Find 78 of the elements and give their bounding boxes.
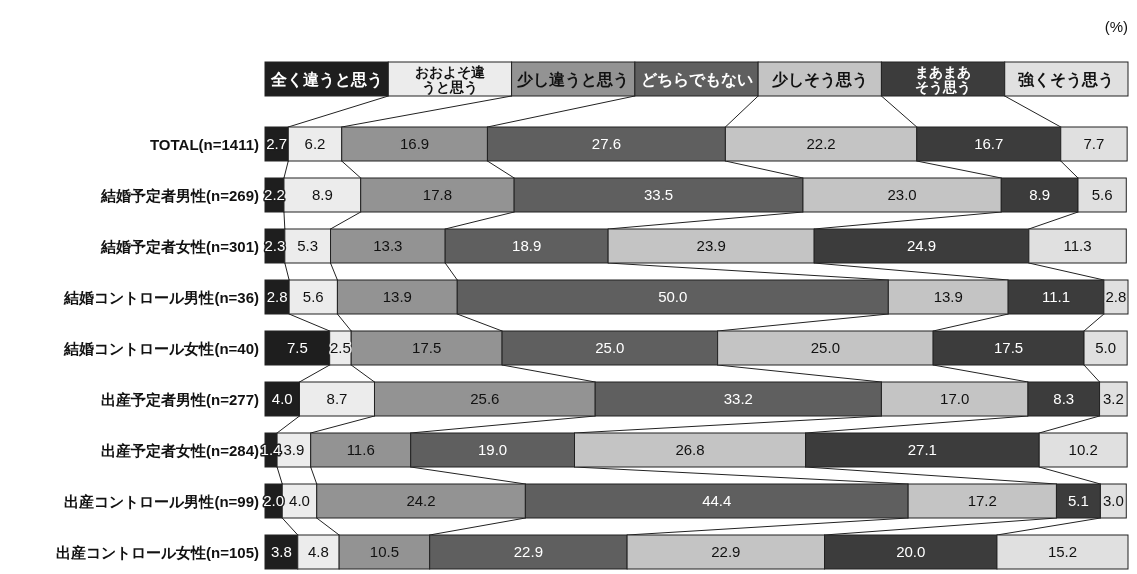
data-label: 44.4 [702,492,732,509]
data-label: 2.2 [264,186,285,203]
data-label: 16.9 [399,135,430,152]
data-label: 3.0 [1102,492,1124,509]
data-label: 17.5 [412,339,442,356]
data-label: 25.6 [470,390,500,407]
data-label: 3.8 [270,543,292,560]
data-label: 5.6 [1091,186,1113,203]
data-label: 3.2 [1102,390,1124,407]
text: 少しそう思う [771,71,868,89]
y-tick-label: 結婚予定者男性(n=269) [100,187,259,204]
y-tick-label: 結婚予定者女性(n=301) [100,238,259,255]
data-label: 17.8 [422,186,453,203]
data-label: 24.2 [406,492,436,509]
data-label: 8.9 [311,186,333,203]
data-label: 4.0 [289,492,310,509]
data-label: 33.2 [723,390,753,407]
data-label: 8.3 [1053,390,1075,407]
y-tick-label: 出産予定者女性(n=284) [101,442,259,459]
y-tick-label: 結婚コントロール男性(n=36) [63,289,259,306]
data-label: 25.0 [810,339,840,356]
data-label: 19.0 [478,441,508,458]
data-label: 2.7 [266,135,288,152]
data-label: 25.0 [595,339,625,356]
data-label: 22.9 [711,543,741,560]
data-label: 26.8 [675,441,705,458]
data-label: 3.9 [283,441,305,458]
data-label: 8.9 [1029,186,1051,203]
data-label: 2.8 [266,288,288,305]
data-label: 22.9 [513,543,543,560]
text: 全く違うと思う [269,71,383,89]
text: 少し違うと思う [517,71,630,89]
data-label: 27.1 [907,441,937,458]
data-label: 5.1 [1068,492,1089,509]
data-label: 5.0 [1095,339,1117,356]
text: どちらでもない [640,71,753,89]
y-tick-label: 結婚コントロール女性(n=40) [63,340,259,357]
data-label: 13.9 [382,288,412,305]
data-label: 50.0 [658,288,688,305]
data-label: 20.0 [896,543,926,560]
data-label: 17.2 [967,492,997,509]
text: (%) [1104,18,1128,35]
y-tick-label: TOTAL(n=1411) [149,136,259,153]
text: 強くそう思う [1018,71,1115,89]
data-label: 8.7 [326,390,348,407]
y-tick-label: 出産予定者男性(n=277) [101,391,259,408]
data-label: 33.5 [643,186,674,203]
data-label: 27.6 [591,135,622,152]
data-label: 16.7 [974,135,1004,152]
data-label: 7.5 [286,339,308,356]
data-label: 4.0 [271,390,293,407]
data-label: 2.3 [264,237,286,254]
data-label: 18.9 [512,237,542,254]
data-label: 2.8 [1105,288,1127,305]
text: おおよそ違うと思う [414,64,486,96]
data-label: 17.5 [993,339,1024,356]
data-label: 22.2 [806,135,836,152]
data-label: 11.6 [346,441,375,458]
data-label: 23.0 [887,186,917,203]
y-tick-label: 出産コントロール女性(n=105) [56,544,259,561]
text: まあまあそう思う [915,64,972,96]
data-label: 10.2 [1068,441,1098,458]
data-label: 13.3 [373,237,403,254]
data-label: 6.2 [304,135,326,152]
data-label: 4.8 [308,543,329,560]
data-label: 15.2 [1047,543,1078,560]
data-label: 11.3 [1063,237,1092,254]
data-label: 2.5 [330,339,351,356]
data-label: 7.7 [1083,135,1105,152]
data-label: 17.0 [940,390,970,407]
data-label: 13.9 [933,288,963,305]
y-tick-label: 出産コントロール男性(n=99) [64,493,259,510]
data-label: 24.9 [906,237,937,254]
data-label: 5.6 [302,288,324,305]
data-label: 11.1 [1041,288,1071,305]
data-label: 5.3 [297,237,319,254]
data-label: 23.9 [696,237,726,254]
data-label: 10.5 [369,543,400,560]
